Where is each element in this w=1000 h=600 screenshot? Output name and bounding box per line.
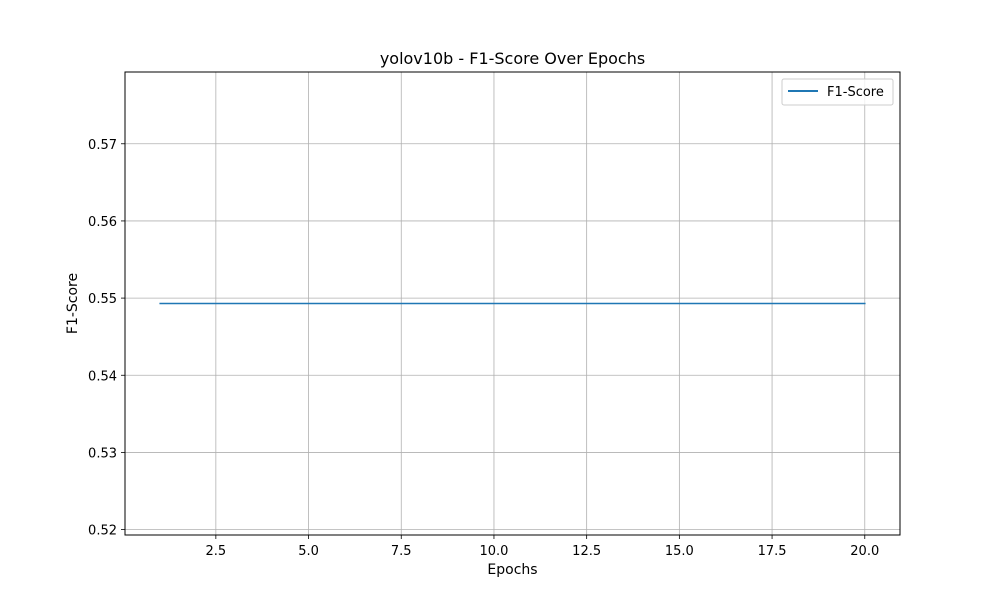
y-tick-label: 0.53 (88, 446, 117, 461)
x-tick-label: 15.0 (665, 544, 694, 559)
x-tick-label: 12.5 (572, 544, 601, 559)
x-tick-label: 5.0 (298, 544, 319, 559)
legend-box (781, 78, 894, 106)
legend-label: F1-Score (827, 85, 884, 100)
chart-title: yolov10b - F1-Score Over Epochs (380, 49, 645, 68)
y-tick-label: 0.52 (88, 524, 117, 539)
x-axis-label: Epochs (487, 562, 537, 578)
y-tick-label: 0.56 (88, 215, 117, 230)
y-tick-label: 0.55 (88, 292, 117, 307)
y-tick-label: 0.54 (88, 369, 117, 384)
x-tick-label: 2.5 (206, 544, 227, 559)
x-tick-label: 20.0 (850, 544, 879, 559)
plot-frame (124, 71, 901, 536)
axis-ticks: 2.5 5.0 7.5 10.0 12.5 15.0 17.5 20.0 0.52 0.53 0.5… (88, 138, 879, 559)
x-tick-label: 17.5 (758, 544, 787, 559)
y-axis-label: F1-Score (65, 273, 81, 334)
y-tick-label: 0.57 (88, 138, 117, 153)
x-tick-label: 10.0 (479, 544, 508, 559)
x-tick-label: 7.5 (391, 544, 412, 559)
legend: F1-Score (781, 78, 894, 106)
